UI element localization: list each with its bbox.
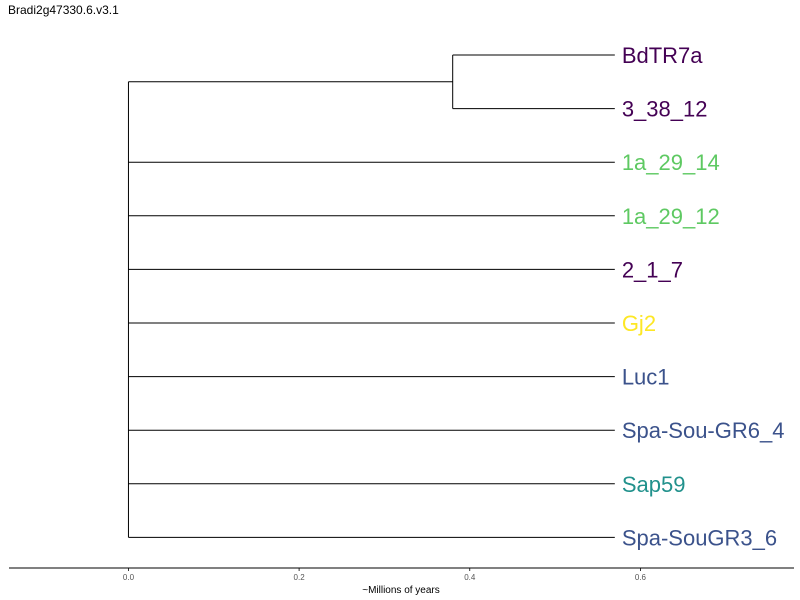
tick-label: 0.6 [635,573,647,582]
leaf-label: Gj2 [622,311,656,336]
tick-label: 0.2 [294,573,306,582]
leaf-label: Sap59 [622,472,686,497]
tree-title: Bradi2g47330.6.v3.1 [8,3,119,17]
leaf-label: Spa-SouGR3_6 [622,525,777,550]
axis-ticks: 0.0 0.2 0.4 0.6 [123,568,647,582]
leaf-label: 3_38_12 [622,97,708,122]
leaf-label: 1a_29_12 [622,204,720,229]
tree-branches [127,54,615,538]
axis-label: ~Millions of years [362,585,440,596]
leaf-label: BdTR7a [622,43,703,68]
time-axis: 0.0 0.2 0.4 0.6 ~Millions of years [9,567,794,596]
leaf-label: 1a_29_14 [622,150,720,175]
tree-leaf-labels: BdTR7a 3_38_12 1a_29_14 1a_29_12 2_1_7 Gj2 Luc… [622,43,785,550]
tick-label: 0.0 [123,573,135,582]
tick-label: 0.4 [464,573,476,582]
leaf-label: 2_1_7 [622,257,683,282]
leaf-label: Spa-Sou-GR6_4 [622,418,785,443]
leaf-label: Luc1 [622,365,670,390]
